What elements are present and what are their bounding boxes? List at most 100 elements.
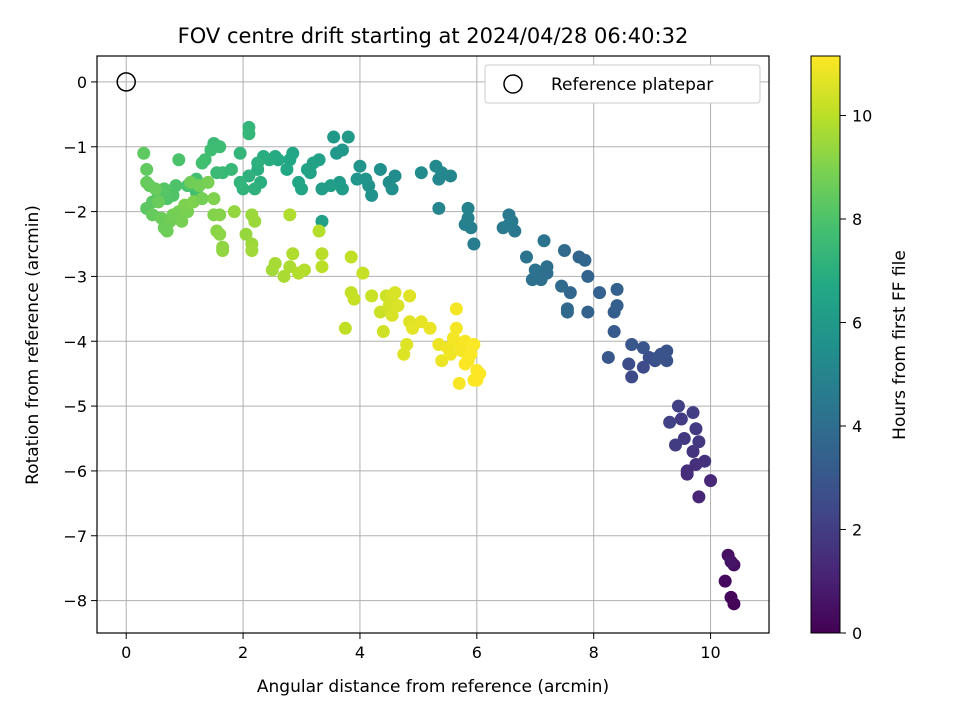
data-point bbox=[671, 399, 685, 413]
data-point bbox=[698, 454, 712, 468]
data-point bbox=[467, 338, 481, 351]
data-point bbox=[663, 415, 677, 429]
x-axis: 0 2 4 6 8 10 bbox=[121, 633, 721, 662]
data-point bbox=[195, 156, 209, 170]
data-point bbox=[233, 175, 247, 189]
grid-lines bbox=[97, 56, 769, 633]
colorbar-tick-label: 0 bbox=[852, 624, 862, 643]
data-point bbox=[391, 299, 405, 313]
data-point bbox=[248, 214, 262, 228]
colorbar-label: Hours from first FF file bbox=[890, 250, 910, 440]
data-point bbox=[423, 321, 437, 335]
data-point bbox=[467, 237, 481, 251]
data-point bbox=[414, 166, 428, 180]
data-point bbox=[429, 159, 443, 173]
data-point bbox=[461, 211, 475, 225]
data-point bbox=[610, 282, 624, 296]
data-point bbox=[195, 192, 209, 206]
data-point bbox=[335, 182, 349, 196]
data-point bbox=[210, 166, 224, 180]
data-point bbox=[581, 269, 595, 283]
x-tick-label: 10 bbox=[700, 643, 720, 662]
data-point bbox=[245, 243, 259, 257]
data-point bbox=[689, 422, 703, 436]
y-tick-label: −1 bbox=[63, 138, 87, 157]
plot-frame bbox=[96, 55, 770, 634]
data-point bbox=[327, 130, 341, 144]
data-point bbox=[356, 266, 370, 280]
data-point bbox=[280, 162, 294, 176]
data-point bbox=[292, 175, 306, 189]
data-point bbox=[248, 182, 262, 196]
data-point bbox=[651, 350, 665, 364]
data-point bbox=[175, 214, 189, 228]
data-point bbox=[403, 289, 417, 303]
data-point bbox=[338, 321, 352, 335]
data-point bbox=[315, 182, 329, 196]
y-tick-label: 0 bbox=[77, 73, 87, 92]
data-point bbox=[300, 162, 314, 176]
data-point bbox=[312, 224, 326, 238]
y-tick-label: −8 bbox=[63, 592, 87, 611]
x-tick-label: 2 bbox=[238, 643, 248, 662]
y-axis-label: Rotation from reference (arcmin) bbox=[23, 205, 43, 485]
colorbar-tick-label: 4 bbox=[852, 417, 862, 436]
x-tick-label: 8 bbox=[589, 643, 599, 662]
data-point bbox=[449, 321, 463, 335]
data-point bbox=[636, 360, 650, 374]
colorbar-tick-label: 8 bbox=[852, 210, 862, 229]
data-point bbox=[470, 373, 484, 387]
data-point bbox=[669, 438, 683, 452]
x-tick-label: 0 bbox=[121, 643, 131, 662]
legend-marker-icon bbox=[503, 74, 523, 94]
data-point bbox=[461, 201, 475, 215]
data-point bbox=[233, 146, 247, 160]
data-point bbox=[227, 205, 241, 219]
data-point bbox=[341, 130, 355, 144]
x-tick-label: 6 bbox=[472, 643, 482, 662]
y-tick-label: −2 bbox=[63, 203, 87, 222]
data-point bbox=[449, 302, 463, 316]
data-point bbox=[347, 292, 361, 306]
data-point bbox=[452, 376, 466, 390]
data-point bbox=[213, 227, 227, 241]
data-point bbox=[432, 201, 446, 215]
data-point bbox=[140, 162, 154, 176]
data-point bbox=[674, 412, 688, 426]
data-point bbox=[251, 156, 265, 170]
colorbar-ticks: 0 2 4 6 8 10 bbox=[840, 107, 872, 643]
data-point bbox=[385, 182, 399, 196]
data-point bbox=[502, 208, 516, 222]
legend: Reference platepar bbox=[484, 64, 761, 104]
data-point bbox=[636, 341, 650, 355]
data-point bbox=[207, 192, 221, 206]
data-point bbox=[277, 269, 291, 283]
data-point bbox=[680, 464, 694, 478]
colorbar: 0 2 4 6 8 10 Hours from first FF file bbox=[810, 55, 910, 643]
legend-label: Reference platepar bbox=[551, 75, 713, 95]
data-point bbox=[330, 146, 344, 160]
data-point bbox=[242, 127, 256, 141]
data-point bbox=[286, 247, 300, 261]
data-point bbox=[581, 305, 595, 319]
reference-point-marker bbox=[116, 72, 136, 92]
data-point bbox=[622, 357, 636, 371]
data-point bbox=[204, 143, 218, 157]
y-tick-label: −3 bbox=[63, 267, 87, 286]
data-point bbox=[718, 574, 732, 588]
data-point bbox=[388, 286, 402, 300]
data-point bbox=[151, 195, 165, 209]
data-point bbox=[239, 227, 253, 241]
data-point bbox=[540, 260, 554, 274]
x-axis-label: Angular distance from reference (arcmin) bbox=[257, 677, 609, 697]
data-point bbox=[686, 406, 700, 420]
data-point bbox=[607, 325, 621, 339]
data-point bbox=[315, 247, 329, 261]
data-point bbox=[376, 325, 390, 339]
y-tick-label: −5 bbox=[63, 397, 87, 416]
data-point bbox=[344, 250, 358, 264]
data-point bbox=[625, 370, 639, 384]
data-point bbox=[692, 490, 706, 504]
data-point bbox=[201, 175, 215, 189]
